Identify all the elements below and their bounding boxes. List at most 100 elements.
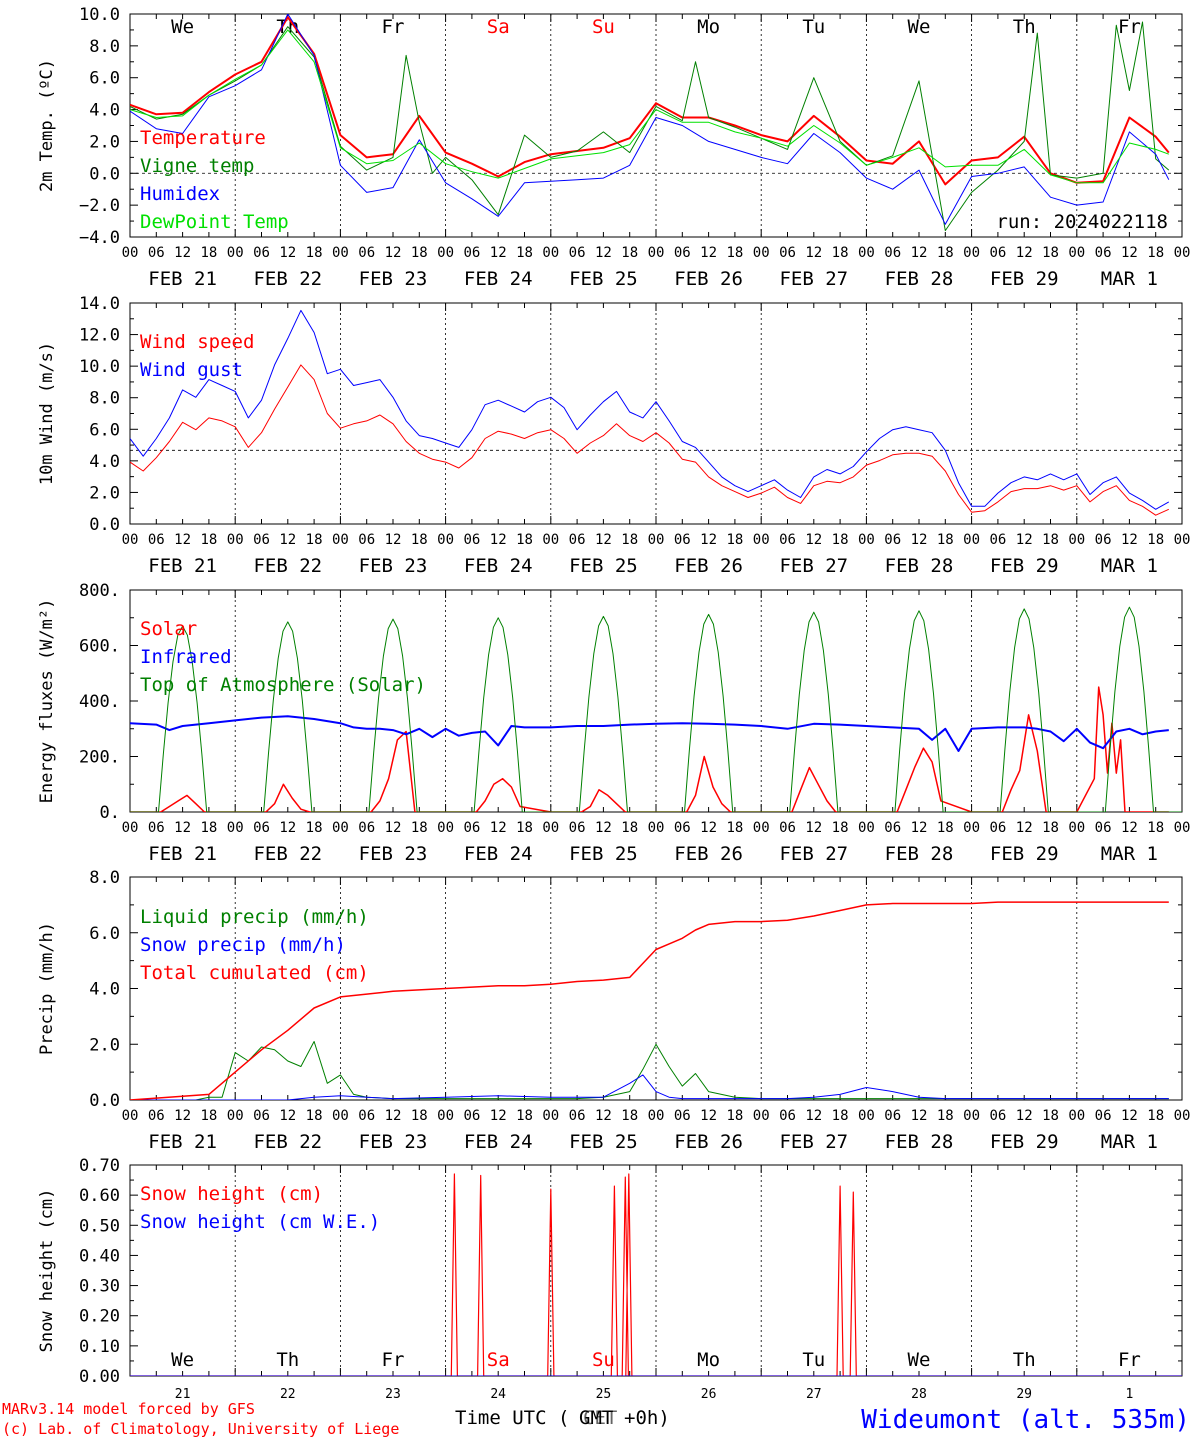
legend-entry: Solar [140, 618, 197, 640]
hour-tick-label: 12 [595, 820, 612, 836]
hour-tick-label: 18 [937, 1108, 954, 1124]
series-group [130, 14, 1170, 232]
hour-tick-label: 18 [306, 532, 323, 548]
y-tick-label: 200. [79, 748, 120, 768]
hour-tick-label: 06 [674, 820, 691, 836]
legend-entry: Snow precip (mm/h) [140, 934, 346, 956]
date-label: FEB 28 [885, 843, 954, 865]
hour-tick-label: 12 [595, 245, 612, 261]
hour-tick-label: 12 [805, 245, 822, 261]
hour-tick-label: 00 [858, 532, 875, 548]
hour-tick-label: 00 [1174, 1108, 1191, 1124]
panel-flux: 800. 600. 400. 200. 0. Energy fluxes (W/m²) 00… [37, 581, 1190, 865]
y-tick-label: 6.0 [89, 420, 120, 440]
hour-tick-label: 18 [1147, 820, 1164, 836]
date-label: FEB 22 [253, 843, 322, 865]
series-total-cumulated-cm- [130, 901, 1169, 1100]
hour-tick-label: 12 [911, 245, 928, 261]
hour-tick-label: 00 [542, 1108, 559, 1124]
legend-entry: Top of Atmosphere (Solar) [140, 674, 426, 696]
day-number-label: 22 [280, 1387, 296, 1402]
date-label: FEB 25 [569, 1131, 638, 1153]
series-group [130, 606, 1182, 812]
y-tick-label: 0.0 [89, 1091, 120, 1111]
hour-tick-label: 18 [306, 1108, 323, 1124]
date-label: FEB 25 [569, 843, 638, 865]
date-label: FEB 21 [148, 555, 217, 577]
weekday-label: Fr [1118, 1349, 1141, 1371]
panel-temp: 10.0 8.0 6.0 4.0 2.0 0.0 −2.0 −4.0 2m Temp. (ºC)… [37, 5, 1190, 290]
series-solar [130, 686, 1169, 812]
hour-tick-label: 06 [148, 532, 165, 548]
weekday-label: Sa [487, 16, 510, 38]
y-axis-label: Snow height (cm) [37, 1189, 57, 1353]
legend-entry: Liquid precip (mm/h) [140, 906, 369, 928]
hour-tick-label: 00 [1068, 1108, 1085, 1124]
hour-tick-label: 00 [122, 532, 139, 548]
hour-tick-label: 18 [200, 532, 217, 548]
weekday-label: We [171, 1349, 194, 1371]
series-wind-speed [130, 364, 1170, 516]
y-axis-label: 2m Temp. (ºC) [37, 59, 57, 192]
hour-tick-label: 12 [911, 1108, 928, 1124]
hour-tick-label: 18 [411, 820, 428, 836]
y-tick-label: 0.00 [79, 1367, 120, 1387]
hour-tick-label: 00 [437, 1108, 454, 1124]
hour-tick-label: 06 [1095, 532, 1112, 548]
series-vigne-temp [130, 21, 1170, 232]
hour-tick-label: 00 [437, 245, 454, 261]
weekday-label: Fr [382, 16, 405, 38]
footer: MARv3.14 model forced by GFS (c) Lab. of … [2, 1400, 1190, 1438]
hour-tick-label: 00 [753, 820, 770, 836]
date-label: MAR 1 [1101, 555, 1158, 577]
date-label: FEB 26 [674, 555, 743, 577]
hour-tick-label: 12 [490, 820, 507, 836]
hour-tick-label: 00 [1174, 245, 1191, 261]
hour-tick-label: 06 [569, 1108, 586, 1124]
hour-tick-label: 12 [1016, 532, 1033, 548]
hour-tick-label: 12 [174, 532, 191, 548]
hour-tick-label: 12 [595, 532, 612, 548]
y-tick-label: 4.0 [89, 452, 120, 472]
date-label: FEB 26 [674, 1131, 743, 1153]
series-group [130, 901, 1169, 1100]
y-tick-label: 0.40 [79, 1246, 120, 1266]
y-tick-label: 400. [79, 692, 120, 712]
hour-tick-label: 00 [858, 245, 875, 261]
y-tick-label: 0.0 [89, 515, 120, 535]
date-label: FEB 27 [779, 1131, 848, 1153]
y-tick-label: 0.60 [79, 1186, 120, 1206]
hour-tick-label: 06 [463, 532, 480, 548]
hour-tick-label: 18 [516, 245, 533, 261]
y-axis-label: Energy fluxes (W/m²) [37, 599, 57, 804]
y-tick-label: −2.0 [79, 196, 120, 216]
y-tick-label: 2.0 [89, 483, 120, 503]
hour-tick-label: 12 [385, 532, 402, 548]
y-tick-label: 0.30 [79, 1277, 120, 1297]
hour-tick-label: 18 [516, 1108, 533, 1124]
series-wind-gust [130, 309, 1170, 510]
hour-tick-label: 18 [200, 820, 217, 836]
hour-tick-label: 06 [884, 532, 901, 548]
date-label: FEB 26 [674, 268, 743, 290]
hour-tick-label: 18 [832, 820, 849, 836]
hour-tick-label: 00 [648, 245, 665, 261]
legend-entry: Snow height (cm) [140, 1183, 323, 1205]
hour-tick-label: 12 [385, 1108, 402, 1124]
model-credit: MARv3.14 model forced by GFS [2, 1400, 255, 1418]
hour-tick-label: 18 [937, 532, 954, 548]
hour-tick-label: 12 [911, 532, 928, 548]
panel-snow: 0.70 0.60 0.50 0.40 0.30 0.20 0.10 0.00 Snow hei… [37, 1156, 1183, 1402]
hour-tick-label: 06 [674, 1108, 691, 1124]
hour-tick-label: 18 [516, 820, 533, 836]
series-dewpoint-temp [130, 29, 1169, 184]
hour-tick-label: 18 [621, 245, 638, 261]
hour-tick-label: 06 [463, 820, 480, 836]
weekday-label: Tu [802, 1349, 825, 1371]
time-axis-offset: +0h) [624, 1407, 670, 1429]
hour-tick-label: 00 [1068, 532, 1085, 548]
hour-tick-label: 00 [542, 532, 559, 548]
hour-tick-label: 00 [1174, 532, 1191, 548]
hour-tick-label: 00 [1068, 245, 1085, 261]
